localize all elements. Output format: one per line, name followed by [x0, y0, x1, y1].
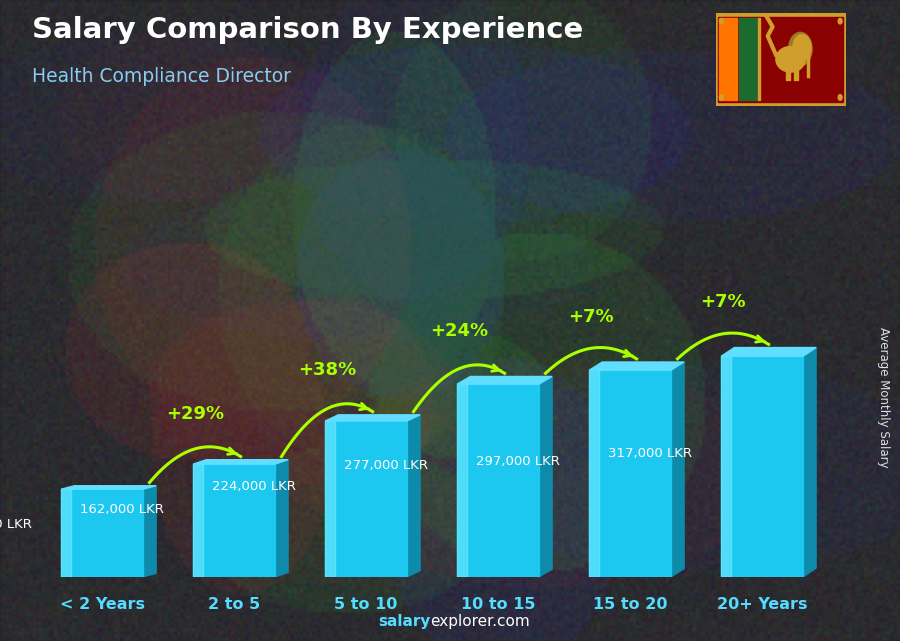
Bar: [719, 19, 737, 100]
Text: explorer.com: explorer.com: [430, 615, 530, 629]
Text: Average Monthly Salary: Average Monthly Salary: [878, 327, 890, 468]
Text: 5 to 10: 5 to 10: [334, 597, 398, 612]
Polygon shape: [143, 486, 156, 577]
Bar: [325, 421, 407, 577]
Ellipse shape: [776, 47, 806, 72]
Circle shape: [793, 35, 811, 61]
Text: 20+ Years: 20+ Years: [716, 597, 807, 612]
Polygon shape: [670, 362, 684, 577]
Text: 2 to 5: 2 to 5: [208, 597, 260, 612]
Bar: [721, 356, 803, 577]
Text: 162,000 LKR: 162,000 LKR: [80, 503, 164, 516]
Bar: [794, 64, 797, 80]
Polygon shape: [325, 415, 420, 421]
Text: 224,000 LKR: 224,000 LKR: [212, 480, 296, 493]
Bar: [758, 19, 760, 100]
Polygon shape: [721, 347, 816, 356]
Polygon shape: [803, 347, 816, 577]
Text: +7%: +7%: [700, 294, 746, 312]
Text: 15 to 20: 15 to 20: [593, 597, 667, 612]
Polygon shape: [539, 376, 552, 577]
Polygon shape: [194, 460, 288, 464]
Bar: [721, 356, 731, 577]
Text: +29%: +29%: [166, 406, 224, 424]
Bar: [739, 19, 757, 100]
Bar: [61, 489, 143, 577]
Polygon shape: [61, 486, 156, 489]
Polygon shape: [274, 460, 288, 577]
Polygon shape: [590, 362, 684, 370]
Text: Health Compliance Director: Health Compliance Director: [32, 67, 291, 87]
Bar: [325, 421, 335, 577]
Text: Salary Comparison By Experience: Salary Comparison By Experience: [32, 16, 583, 44]
Circle shape: [788, 32, 812, 66]
Bar: [758, 19, 842, 100]
Bar: [457, 384, 467, 577]
Text: 126,000 LKR: 126,000 LKR: [0, 518, 32, 531]
Circle shape: [794, 37, 810, 59]
Text: < 2 Years: < 2 Years: [59, 597, 145, 612]
Text: 10 to 15: 10 to 15: [461, 597, 536, 612]
Circle shape: [838, 95, 842, 100]
Text: 297,000 LKR: 297,000 LKR: [476, 454, 560, 468]
Circle shape: [719, 95, 724, 100]
Bar: [786, 64, 789, 80]
Bar: [194, 464, 202, 577]
Text: +38%: +38%: [298, 361, 356, 379]
Text: +24%: +24%: [430, 322, 488, 340]
Circle shape: [719, 19, 724, 24]
Bar: [61, 489, 71, 577]
Bar: [590, 370, 670, 577]
Bar: [457, 384, 539, 577]
Bar: [194, 464, 274, 577]
Polygon shape: [457, 376, 552, 384]
Bar: [590, 370, 598, 577]
Text: salary: salary: [378, 615, 430, 629]
Text: +7%: +7%: [568, 308, 614, 326]
Circle shape: [838, 19, 842, 24]
Text: 277,000 LKR: 277,000 LKR: [344, 458, 428, 472]
Text: 317,000 LKR: 317,000 LKR: [608, 447, 692, 460]
Polygon shape: [407, 415, 420, 577]
